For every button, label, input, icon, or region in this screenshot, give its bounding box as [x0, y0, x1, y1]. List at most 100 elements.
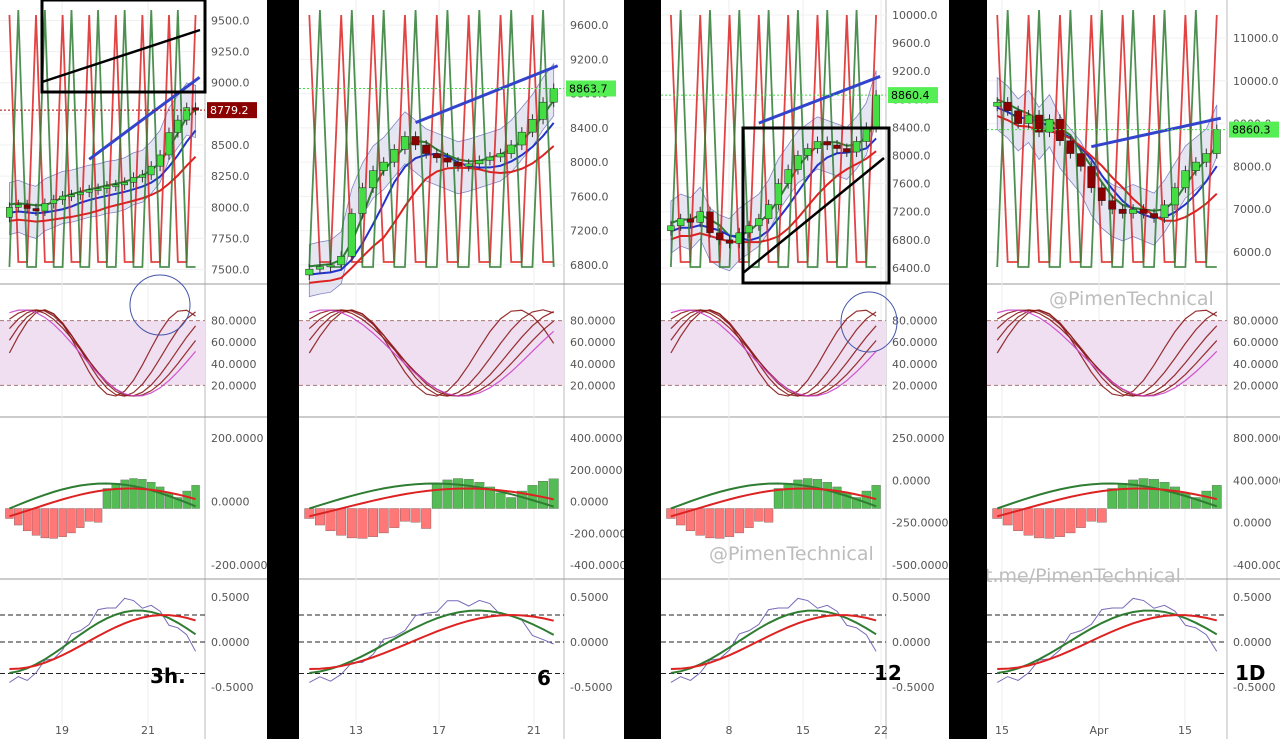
candle — [174, 119, 182, 133]
candle — [1003, 101, 1012, 111]
x-tick-label: 15 — [1178, 724, 1192, 737]
macd-tick-label: -400.0000 — [1233, 559, 1280, 572]
macd-bar — [346, 508, 357, 539]
candle — [443, 157, 452, 163]
macd-bar — [1191, 497, 1201, 509]
candle — [139, 174, 146, 178]
osc-tick-label: -0.5000 — [1233, 681, 1275, 694]
macd-bar — [527, 485, 538, 509]
macd-bar — [695, 508, 705, 536]
macd-bar — [389, 508, 400, 528]
x-tick-label: 13 — [349, 724, 363, 737]
candle — [23, 204, 31, 209]
price-tick-label: 7000.0 — [1233, 203, 1272, 216]
macd-bar — [1034, 508, 1044, 539]
macd-bar — [474, 482, 485, 509]
chart-6h: 9600.09200.08800.08400.08000.07600.07200… — [299, 0, 624, 739]
candle — [76, 192, 84, 196]
candle — [716, 232, 724, 241]
osc-mid — [9, 609, 197, 675]
macd-bar — [548, 478, 559, 509]
macd-bar — [1107, 488, 1118, 509]
stoch-zone — [987, 320, 1227, 386]
candle — [696, 211, 704, 223]
candle — [411, 136, 420, 146]
candle — [1045, 119, 1054, 133]
stoch-tick-label: 80.0000 — [211, 315, 257, 328]
candle — [14, 204, 22, 208]
candle — [183, 107, 191, 121]
candle — [1035, 114, 1043, 133]
candle — [85, 189, 93, 193]
x-tick-label: 17 — [432, 724, 446, 737]
price-tick-label: 10000.0 — [892, 9, 938, 22]
macd-bar — [1023, 508, 1034, 536]
candle — [59, 195, 66, 201]
macd-bar — [1201, 490, 1212, 509]
stoch-tick-label: 20.0000 — [892, 379, 938, 392]
stoch-line — [997, 309, 1218, 397]
candle — [347, 213, 356, 257]
chart-12h: 10000.09600.09200.08800.08400.08000.0760… — [661, 0, 949, 739]
candle — [32, 208, 40, 212]
zigzag-green — [308, 9, 555, 268]
last-price-value: 8860.3 — [1232, 124, 1271, 137]
osc-tick-label: 0.0000 — [570, 636, 609, 649]
price-tick-label: 7750.0 — [211, 232, 250, 245]
macd-bar — [1149, 479, 1159, 509]
macd-bar — [410, 508, 421, 523]
candle — [358, 187, 367, 214]
candle — [528, 119, 537, 133]
candle — [676, 218, 685, 227]
stoch-tick-label: 40.0000 — [211, 358, 257, 371]
macd-bar — [93, 508, 103, 523]
price-tick-label: 8000.0 — [1233, 160, 1272, 173]
trend-line — [1090, 116, 1222, 149]
macd-bar — [304, 508, 315, 519]
macd-tick-label: -400.0000 — [570, 559, 624, 572]
osc-tick-label: 0.5000 — [211, 591, 250, 604]
macd-bar — [783, 483, 793, 509]
price-tick-label: 8400.0 — [570, 122, 609, 135]
osc-mid — [997, 609, 1218, 675]
x-tick-label: 15 — [796, 724, 810, 737]
macd-bar — [773, 488, 783, 509]
candle — [833, 144, 841, 149]
price-tick-label: 9000.0 — [211, 77, 250, 90]
macd-bar — [67, 508, 76, 534]
zigzag-green — [996, 9, 1217, 268]
macd-bar — [1076, 508, 1086, 528]
price-tick-label: 9500.0 — [211, 14, 250, 27]
candle — [1066, 140, 1075, 154]
macd-bar — [538, 481, 548, 509]
stoch-tick-label: 80.0000 — [892, 315, 938, 328]
candle — [326, 264, 335, 268]
macd-signal — [996, 487, 1218, 518]
candle — [1139, 208, 1148, 214]
osc-fast — [9, 597, 197, 683]
macd-bar — [1211, 485, 1222, 509]
macd-bar — [832, 486, 842, 509]
x-tick-label: 15 — [995, 724, 1009, 737]
osc-slow — [670, 614, 877, 670]
macd-bar — [336, 508, 347, 536]
candle — [764, 204, 773, 220]
macd-bar — [1138, 478, 1149, 509]
candle — [369, 170, 378, 189]
macd-bar — [1117, 483, 1128, 509]
stoch-zone — [299, 320, 564, 386]
osc-slow — [9, 614, 196, 670]
candle — [872, 94, 880, 128]
macd-bar — [1128, 479, 1138, 509]
candle — [103, 185, 111, 189]
candle — [549, 88, 558, 103]
trend-line — [758, 75, 881, 125]
osc-fast — [996, 597, 1218, 683]
candle — [94, 188, 102, 191]
osc-fast — [309, 599, 554, 683]
macd-bar — [764, 508, 774, 523]
macd-line — [996, 482, 1218, 510]
macd-bar — [31, 508, 41, 536]
last-price-tag — [207, 102, 257, 119]
candle — [400, 136, 409, 150]
